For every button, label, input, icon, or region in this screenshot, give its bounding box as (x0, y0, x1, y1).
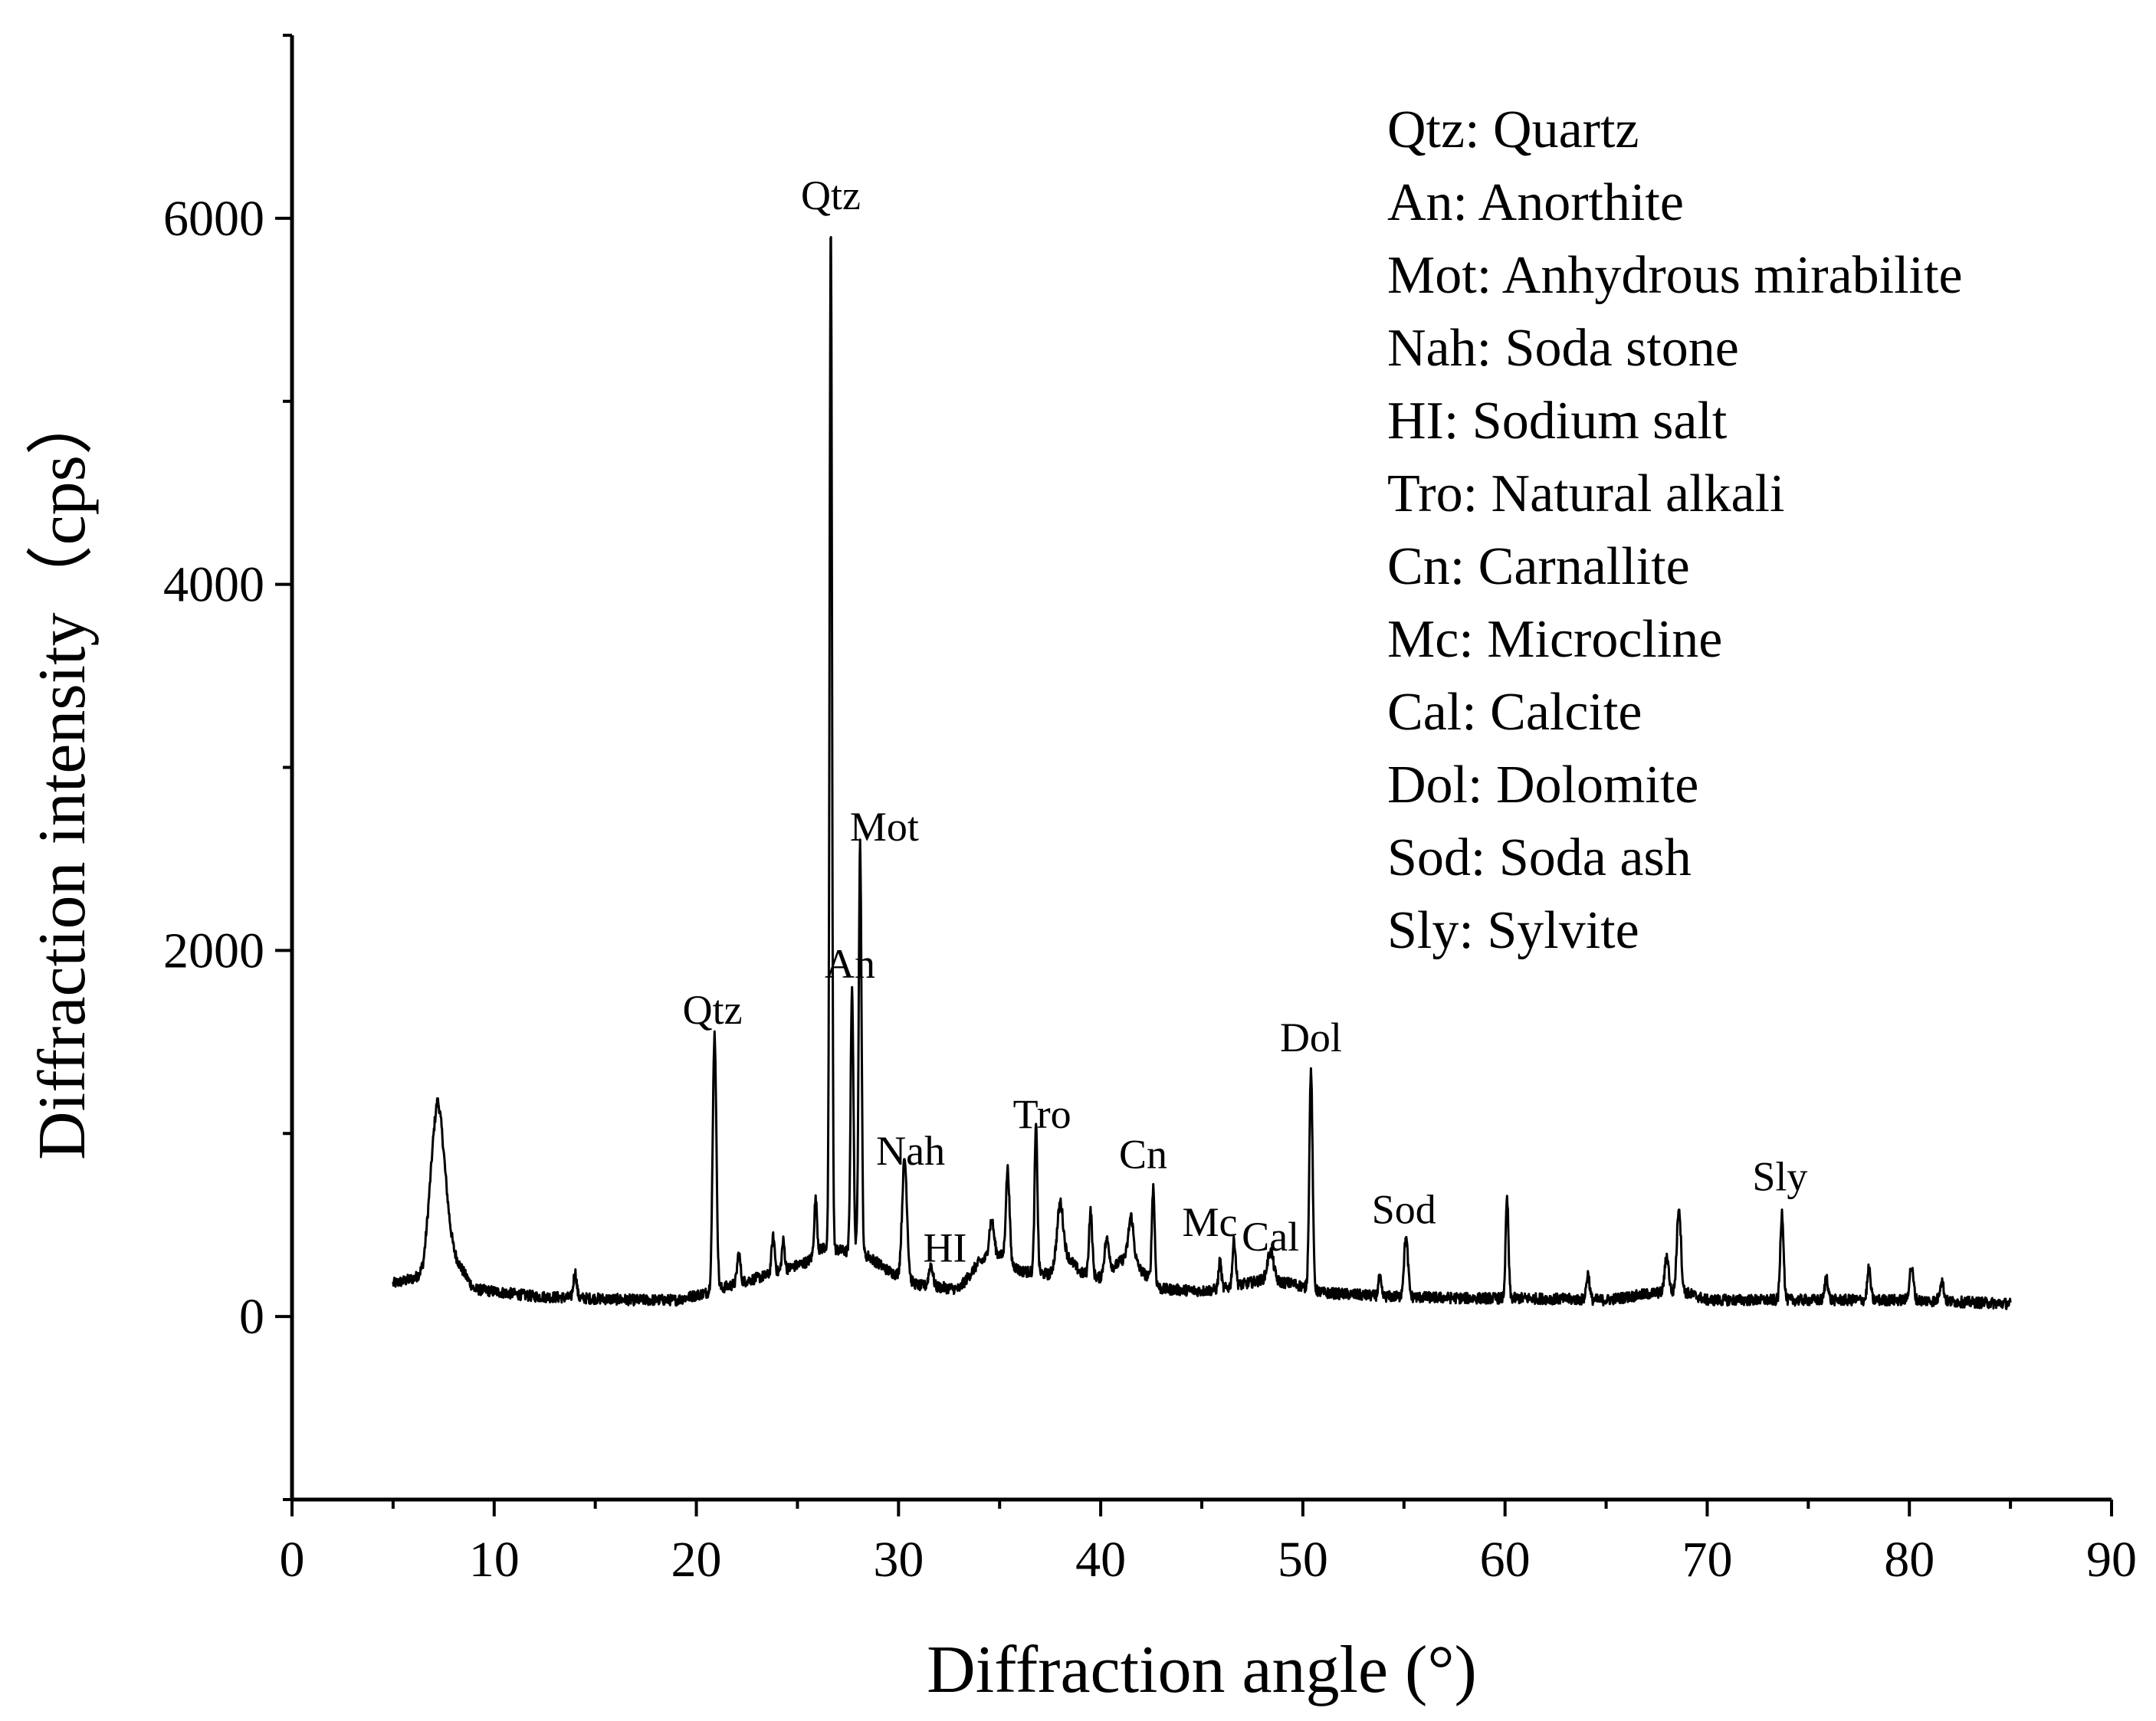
y-tick-label: 6000 (163, 191, 264, 247)
peak-label-nah: Nah (876, 1128, 945, 1174)
legend: Qtz: Quartz An: Anorthite Mot: Anhydrous m… (1387, 100, 1963, 960)
x-tick-label: 40 (1075, 1532, 1126, 1588)
peak-label-mc: Mc (1183, 1199, 1238, 1245)
peak-label-hi: HI (924, 1224, 967, 1270)
peak-label-qtz: Qtz (683, 987, 743, 1033)
y-tick-label: 4000 (163, 557, 264, 613)
peak-label-tro: Tro (1013, 1091, 1071, 1137)
x-axis-title: Diffraction angle (°) (927, 1633, 1477, 1707)
x-tick-label: 50 (1278, 1532, 1328, 1588)
legend-entry: An: Anorthite (1387, 173, 1684, 232)
y-tick-label: 0 (239, 1289, 264, 1345)
peak-label-cn: Cn (1119, 1132, 1167, 1178)
peak-label-sly: Sly (1752, 1153, 1807, 1199)
legend-entry: Cn: Carnallite (1387, 537, 1690, 596)
x-tick-label: 80 (1884, 1532, 1934, 1588)
trace-layer (392, 236, 2012, 1310)
x-tick-label: 20 (671, 1532, 722, 1588)
legend-entry: Sly: Sylvite (1387, 901, 1639, 960)
series-xrd-pattern-line (392, 236, 2012, 1310)
y-ticks: 0 2000 4000 6000 (163, 34, 292, 1501)
peak-label-qtz: Qtz (801, 172, 861, 218)
x-tick-label: 90 (2086, 1532, 2137, 1588)
x-ticks: 0 10 20 30 40 50 60 70 80 90 (280, 1500, 2137, 1588)
legend-entry: Tro: Natural alkali (1387, 464, 1784, 523)
y-tick-label: 2000 (163, 923, 264, 979)
y-axis-title: Diffraction intensity（cps） (25, 388, 100, 1160)
peak-labels: Qtz Mot An Qtz Nah HI Tro Cn Mc Cal Dol Sod Sly (683, 172, 1808, 1271)
peak-label-dol: Dol (1280, 1015, 1342, 1060)
legend-entry: Mc: Microcline (1387, 610, 1722, 669)
x-tick-label: 0 (280, 1532, 305, 1588)
legend-entry: Nah: Soda stone (1387, 319, 1739, 378)
legend-entry: Dol: Dolomite (1387, 756, 1698, 815)
legend-entry: Sod: Soda ash (1387, 828, 1692, 887)
peak-label-mot: Mot (850, 804, 919, 850)
peak-label-sod: Sod (1372, 1186, 1436, 1232)
x-tick-label: 60 (1480, 1532, 1531, 1588)
legend-entry: Cal: Calcite (1387, 683, 1642, 742)
peak-label-cal: Cal (1242, 1214, 1299, 1260)
peak-label-an: An (825, 941, 875, 987)
x-tick-label: 30 (873, 1532, 924, 1588)
legend-entry: Qtz: Quartz (1387, 100, 1639, 159)
legend-entry: HI: Sodium salt (1387, 392, 1728, 451)
x-tick-label: 70 (1682, 1532, 1732, 1588)
x-tick-label: 10 (469, 1532, 520, 1588)
legend-entry: Mot: Anhydrous mirabilite (1387, 246, 1963, 305)
